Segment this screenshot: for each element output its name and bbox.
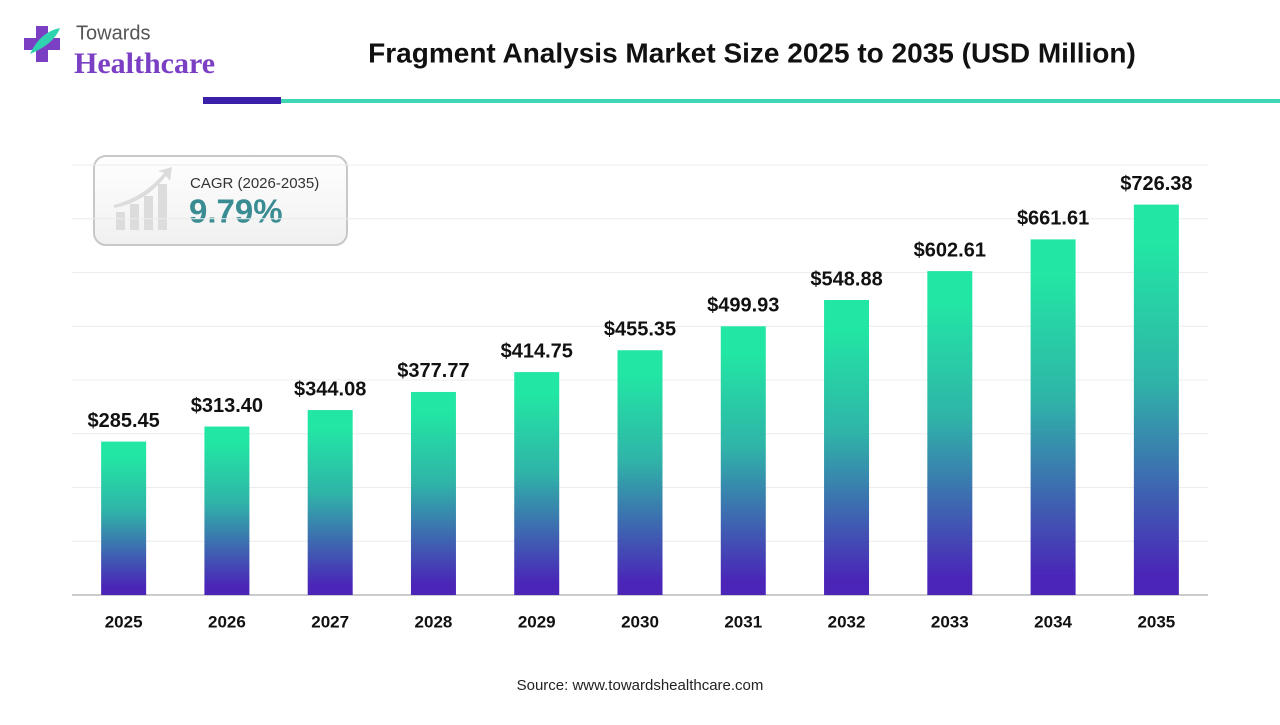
value-label: $414.75 bbox=[501, 340, 573, 362]
x-tick-label: 2026 bbox=[208, 612, 246, 631]
logo-leaf bbox=[30, 28, 60, 54]
header-rule bbox=[281, 99, 1280, 103]
value-label: $377.77 bbox=[397, 360, 469, 382]
cagr-value: 9.79% bbox=[189, 193, 283, 230]
x-tick-label: 2028 bbox=[415, 612, 453, 631]
header-rule-accent bbox=[203, 97, 281, 104]
chart-title: Fragment Analysis Market Size 2025 to 20… bbox=[368, 37, 1136, 68]
bar bbox=[927, 271, 973, 595]
value-label: $455.35 bbox=[604, 319, 676, 341]
bar bbox=[204, 426, 250, 595]
x-tick-label: 2032 bbox=[828, 612, 866, 631]
x-tick-label: 2031 bbox=[724, 612, 762, 631]
source: Source: www.towardshealthcare.com bbox=[517, 677, 764, 694]
bar bbox=[824, 299, 870, 595]
logo: Towards Healthcare bbox=[24, 22, 215, 80]
value-label: $313.40 bbox=[191, 395, 263, 417]
bar bbox=[720, 326, 766, 595]
value-label: $602.61 bbox=[914, 239, 986, 261]
bar bbox=[1133, 204, 1179, 596]
value-label: $661.61 bbox=[1017, 208, 1089, 230]
x-tick-label: 2033 bbox=[931, 612, 969, 631]
bar bbox=[101, 441, 147, 595]
cagr-frame bbox=[93, 155, 348, 246]
cagr-box: CAGR (2026-2035) 9.79% bbox=[93, 155, 348, 246]
x-tick-label: 2030 bbox=[621, 612, 659, 631]
x-tick-label: 2034 bbox=[1034, 612, 1072, 631]
bar bbox=[514, 372, 560, 595]
logo-top: Towards bbox=[76, 22, 150, 44]
cagr-icon bbox=[114, 167, 172, 230]
bar bbox=[617, 350, 663, 595]
value-label: $285.45 bbox=[87, 410, 159, 432]
cagr-label: CAGR (2026-2035) bbox=[190, 175, 319, 192]
bar bbox=[307, 410, 353, 595]
value-label: $548.88 bbox=[810, 268, 882, 290]
value-label: $499.93 bbox=[707, 295, 779, 317]
logo-bottom: Healthcare bbox=[74, 47, 215, 80]
bar bbox=[410, 391, 456, 595]
x-tick-label: 2025 bbox=[105, 612, 143, 631]
x-tick-label: 2027 bbox=[311, 612, 349, 631]
x-tick-label: 2035 bbox=[1137, 612, 1175, 631]
bar bbox=[1030, 239, 1076, 595]
x-tick-label: 2029 bbox=[518, 612, 556, 631]
value-label: $344.08 bbox=[294, 378, 366, 400]
value-label: $726.38 bbox=[1120, 173, 1192, 195]
